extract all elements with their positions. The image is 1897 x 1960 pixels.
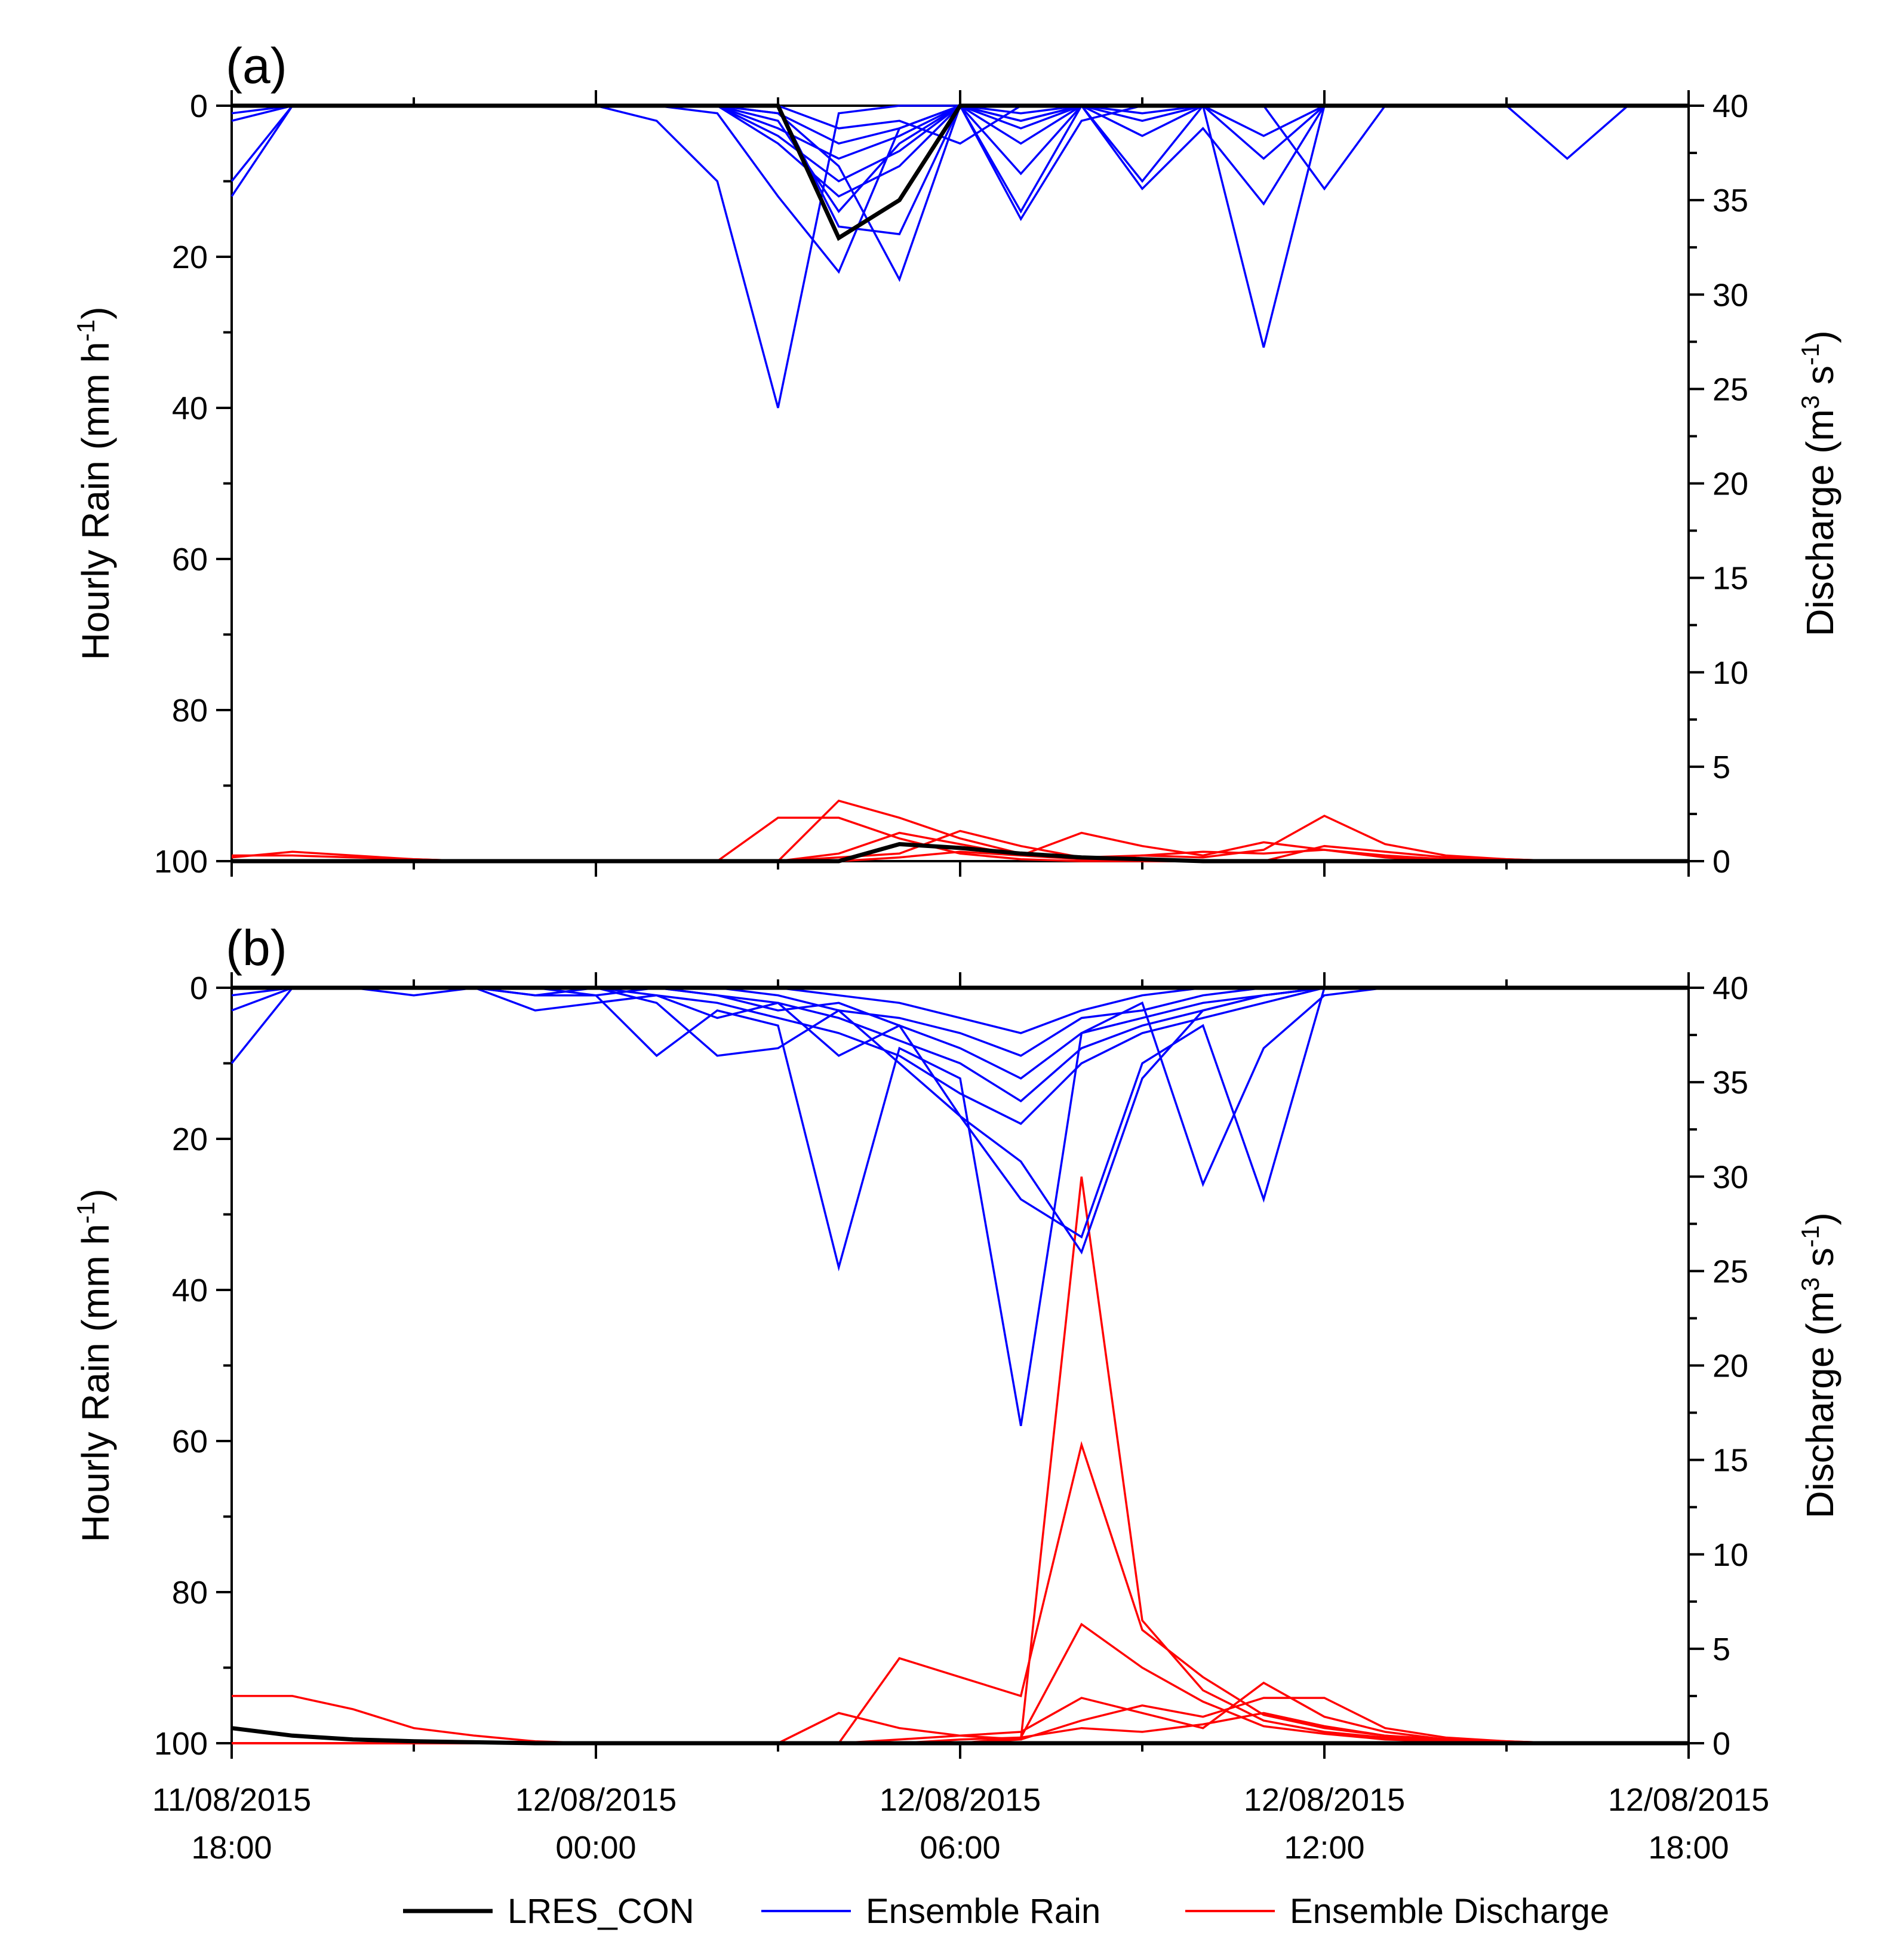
- control-rain-line: [232, 103, 1689, 241]
- discharge-tick-label: 10: [1712, 655, 1748, 691]
- legend-rain-label: Ensemble Rain: [866, 1892, 1100, 1931]
- rain-tick-label: 40: [172, 1273, 208, 1308]
- x-tick-date-label: 12/08/2015: [515, 1782, 677, 1818]
- discharge-tick-label: 0: [1712, 1726, 1730, 1762]
- ensemble-rain-line: [230, 104, 1689, 348]
- discharge-tick-label: 30: [1712, 277, 1748, 313]
- control-discharge-line: [232, 841, 1689, 864]
- discharge-tick-label: 20: [1712, 1348, 1748, 1384]
- discharge-axis-title: Discharge (m3 s-1): [1796, 1212, 1841, 1518]
- panel-a: 0 20 40 60 80 100 0 5 10 15 20 25 30 35 40 (a) Hourly Ra…: [72, 38, 1841, 880]
- ensemble-discharge-line: [232, 1176, 1689, 1744]
- rain-tick-label: 20: [172, 239, 208, 275]
- ensemble-rain-line: [231, 103, 1689, 235]
- x-tick-date-label: 11/08/2015: [152, 1782, 311, 1818]
- ensemble-rain-line: [232, 105, 1689, 160]
- discharge-tick-label: 5: [1712, 1632, 1730, 1667]
- x-tick-date-label: 12/08/2015: [1608, 1782, 1769, 1818]
- control-discharge-line: [231, 1726, 1689, 1746]
- ensemble-discharge-line: [232, 1623, 1689, 1744]
- legend-discharge-label: Ensemble Discharge: [1290, 1892, 1609, 1931]
- discharge-tick-label: 35: [1712, 1065, 1748, 1101]
- discharge-axis-title: Discharge (m3 s-1): [1796, 330, 1841, 636]
- panel-b: 0 20 40 60 80 100 0 5 10 15 20 25 30 35 40 (b) Hourly Ra…: [72, 920, 1841, 1762]
- legend-control-label: LRES_CON: [508, 1892, 694, 1931]
- ensemble-discharge-line: [232, 1440, 1689, 1744]
- ensemble-rain-line: [232, 987, 1689, 1034]
- plot-frame: [230, 105, 1690, 862]
- ensemble-rain-line: [230, 987, 1689, 1427]
- rain-tick-label: 0: [190, 970, 208, 1006]
- legend: LRES_CON Ensemble Rain Ensemble Discharg…: [403, 1892, 1609, 1931]
- ensemble-rain-line: [231, 104, 1689, 282]
- x-tick-time-label: 12:00: [1284, 1830, 1364, 1866]
- ensemble-discharge-line: [232, 1681, 1689, 1744]
- ensemble-rain-line: [232, 987, 1689, 1057]
- x-tick-time-label: 18:00: [1648, 1830, 1729, 1866]
- rain-tick-label: 0: [190, 88, 208, 124]
- discharge-tick-label: 5: [1712, 749, 1730, 785]
- discharge-tick-label: 20: [1712, 466, 1748, 502]
- rain-tick-label: 80: [172, 693, 208, 729]
- rain-axis-title: Hourly Rain (mm h-1): [72, 306, 117, 660]
- x-axis-date-labels: 11/08/2015 18:00 12/08/2015 00:00 12/08/2015…: [152, 1782, 1769, 1866]
- x-tick-time-label: 18:00: [191, 1830, 272, 1866]
- x-tick-date-label: 12/08/2015: [1244, 1782, 1405, 1818]
- discharge-tick-label: 0: [1712, 844, 1730, 880]
- discharge-tick-label: 15: [1712, 1443, 1748, 1479]
- panel-label: (b): [226, 920, 287, 976]
- ensemble-rain-line: [231, 987, 1689, 1239]
- rain-tick-label: 100: [154, 1726, 208, 1762]
- discharge-tick-label: 40: [1712, 970, 1748, 1006]
- ensemble-rain-line: [232, 104, 1689, 198]
- ensemble-rain-line: [232, 104, 1689, 213]
- discharge-tick-label: 25: [1712, 1254, 1748, 1289]
- rain-tick-label: 60: [172, 542, 208, 577]
- ensemble-rain-line: [232, 105, 1689, 145]
- ensemble-rain-line: [231, 987, 1689, 1255]
- rain-tick-label: 60: [172, 1424, 208, 1460]
- discharge-tick-label: 35: [1712, 183, 1748, 219]
- ensemble-rain-line: [232, 987, 1689, 1125]
- discharge-tick-label: 10: [1712, 1537, 1748, 1573]
- rain-axis-title: Hourly Rain (mm h-1): [72, 1188, 117, 1542]
- x-tick-time-label: 00:00: [555, 1830, 636, 1866]
- discharge-tick-label: 15: [1712, 561, 1748, 597]
- x-tick-date-label: 12/08/2015: [880, 1782, 1041, 1818]
- rain-tick-label: 20: [172, 1122, 208, 1157]
- rain-tick-label: 80: [172, 1575, 208, 1611]
- discharge-tick-label: 25: [1712, 371, 1748, 407]
- discharge-tick-label: 40: [1712, 88, 1748, 124]
- plot-frame: [230, 987, 1690, 1744]
- panel-label: (a): [226, 38, 287, 94]
- rain-tick-label: 100: [154, 844, 208, 880]
- x-tick-time-label: 06:00: [920, 1830, 1000, 1866]
- ensemble-rain-line: [230, 105, 1689, 408]
- ensemble-rain-line: [232, 105, 1689, 145]
- discharge-tick-label: 30: [1712, 1159, 1748, 1195]
- rain-tick-label: 40: [172, 391, 208, 426]
